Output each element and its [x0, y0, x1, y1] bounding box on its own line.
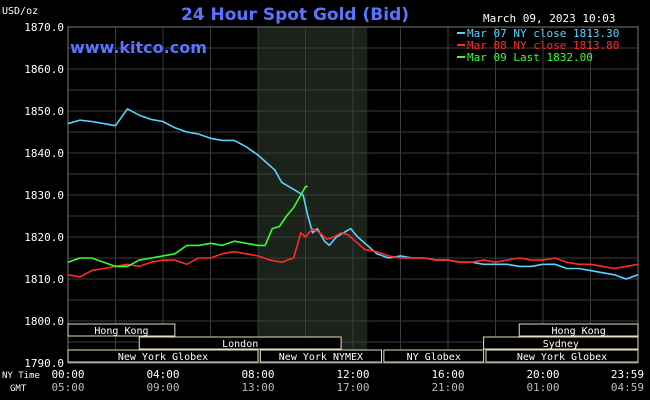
session-bar — [518, 323, 639, 337]
chart-grid — [67, 26, 639, 364]
session-label: New York Globex — [517, 352, 607, 363]
y-tick-label: 1820.0 — [24, 231, 64, 244]
session-label: Sydney — [543, 339, 579, 350]
x-tick-label-ny: 04:00 — [146, 368, 179, 381]
x-tick-label-gmt: 04:59 — [611, 381, 644, 394]
ny-time-row-label: NY Time — [2, 371, 40, 381]
y-tick-label: 1850.0 — [24, 105, 64, 118]
session-bar — [383, 349, 485, 363]
session-bar — [67, 349, 259, 363]
watermark: www.kitco.com — [70, 38, 207, 57]
session-label: Hong Kong — [552, 326, 606, 337]
y-tick-label: 1860.0 — [24, 63, 64, 76]
series-lines — [67, 108, 639, 280]
x-tick-label-gmt: 09:00 — [146, 381, 179, 394]
x-tick-label-ny: 16:00 — [431, 368, 464, 381]
session-bar — [483, 336, 639, 350]
session-bar — [485, 349, 639, 363]
gmt-row-label: GMT — [10, 384, 27, 394]
chart-title: 24 Hour Spot Gold (Bid) — [181, 5, 409, 25]
y-axis-label: USD/oz — [2, 6, 38, 17]
y-tick-label: 1830.0 — [24, 189, 64, 202]
x-tick-label-ny: 08:00 — [241, 368, 274, 381]
x-tick-label-ny: 20:00 — [526, 368, 559, 381]
legend-entry: Mar 09 Last 1832.00 — [467, 51, 593, 64]
x-tick-label-ny: 23:59 — [611, 368, 644, 381]
x-tick-label-gmt: 13:00 — [241, 381, 274, 394]
x-tick-label-gmt: 17:00 — [336, 381, 369, 394]
plot-border — [67, 26, 639, 364]
x-tick-label-gmt: 21:00 — [431, 381, 464, 394]
x-tick-label-gmt: 01:00 — [526, 381, 559, 394]
legend-entry: Mar 07 NY close 1813.30 — [467, 27, 619, 40]
session-bar — [259, 349, 382, 363]
session-label: London — [222, 339, 258, 350]
session-label: Hong Kong — [94, 326, 148, 337]
x-tick-label-gmt: 05:00 — [51, 381, 84, 394]
session-bar — [67, 323, 176, 337]
x-tick-label-ny: 12:00 — [336, 368, 369, 381]
session-label: New York NYMEX — [279, 352, 363, 363]
y-tick-label: 1810.0 — [24, 273, 64, 286]
series-line — [67, 108, 639, 280]
timestamp: March 09, 2023 10:03 — [483, 12, 615, 25]
session-bar — [138, 336, 342, 350]
y-tick-label: 1800.0 — [24, 315, 64, 328]
session-bars: Hong Kong Hong Kong London Sydney New York G… — [67, 323, 639, 363]
y-axis-ticks: 1870.0 1860.0 1850.0 1840.0 1830.0 1820.0 1810… — [24, 21, 64, 370]
session-label: New York Globex — [118, 352, 208, 363]
legend-entry: Mar 08 NY close 1813.80 — [467, 39, 619, 52]
y-tick-label: 1870.0 — [24, 21, 64, 34]
y-tick-label: 1840.0 — [24, 147, 64, 160]
series-line — [67, 185, 308, 268]
x-tick-label-ny: 00:00 — [51, 368, 84, 381]
session-label: NY Globex — [407, 352, 461, 363]
series-line — [67, 227, 639, 278]
y-tick-label: 1790.0 — [24, 357, 64, 370]
